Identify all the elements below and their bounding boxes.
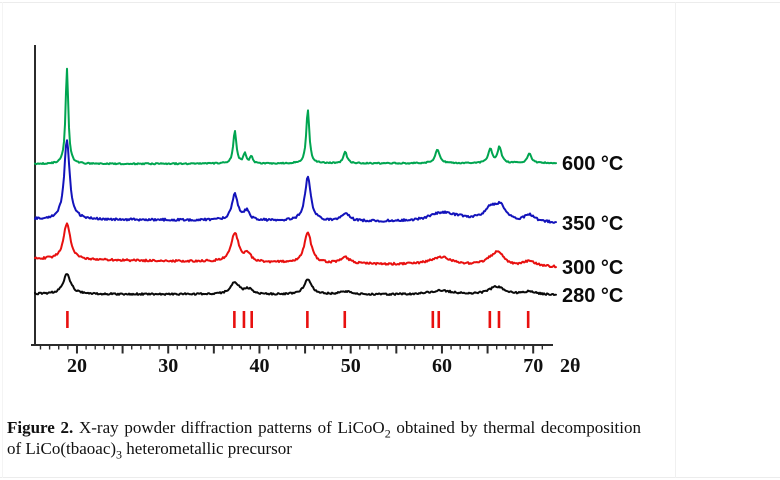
page-border-right xyxy=(675,2,676,478)
series-label-300c: 300 °C xyxy=(562,257,623,279)
xrd-curve-280c xyxy=(34,273,557,296)
figure-caption: Figure 2. X-ray powder diffraction patte… xyxy=(7,417,641,462)
caption-text: obtained by thermal decomposition of LiC… xyxy=(7,418,641,458)
page-border-bottom xyxy=(0,477,780,478)
page-border-left xyxy=(2,2,3,478)
xrd-curve-350c xyxy=(34,139,557,224)
series-label-280c: 280 °C xyxy=(562,285,623,307)
x-tick-label-40: 40 xyxy=(249,355,269,377)
x-tick-label-50: 50 xyxy=(341,355,361,377)
xrd-curve-600c xyxy=(34,67,557,166)
x-tick-label-70: 70 xyxy=(523,355,543,377)
x-tick-label-20: 20 xyxy=(67,355,87,377)
series-label-350c: 350 °C xyxy=(562,213,623,235)
caption-figure-number: Figure 2. xyxy=(7,418,74,437)
x-tick-label-60: 60 xyxy=(432,355,452,377)
xrd-curve-300c xyxy=(34,222,557,269)
page-border-top xyxy=(0,2,780,3)
caption-text: heterometallic precursor xyxy=(122,439,292,458)
caption-subscript: 2 xyxy=(384,426,391,441)
series-label-600c: 600 °C xyxy=(562,153,623,175)
caption-subscript: 3 xyxy=(116,447,123,462)
x-tick-label-30: 30 xyxy=(158,355,178,377)
x-axis-title: 2θ xyxy=(560,355,580,377)
caption-text: X-ray powder diffraction patterns of LiC… xyxy=(73,418,385,437)
xrd-chart: 20 30 40 50 60 70 2θ 600 °C 350 °C 300 °C 280 °C xyxy=(31,45,623,377)
